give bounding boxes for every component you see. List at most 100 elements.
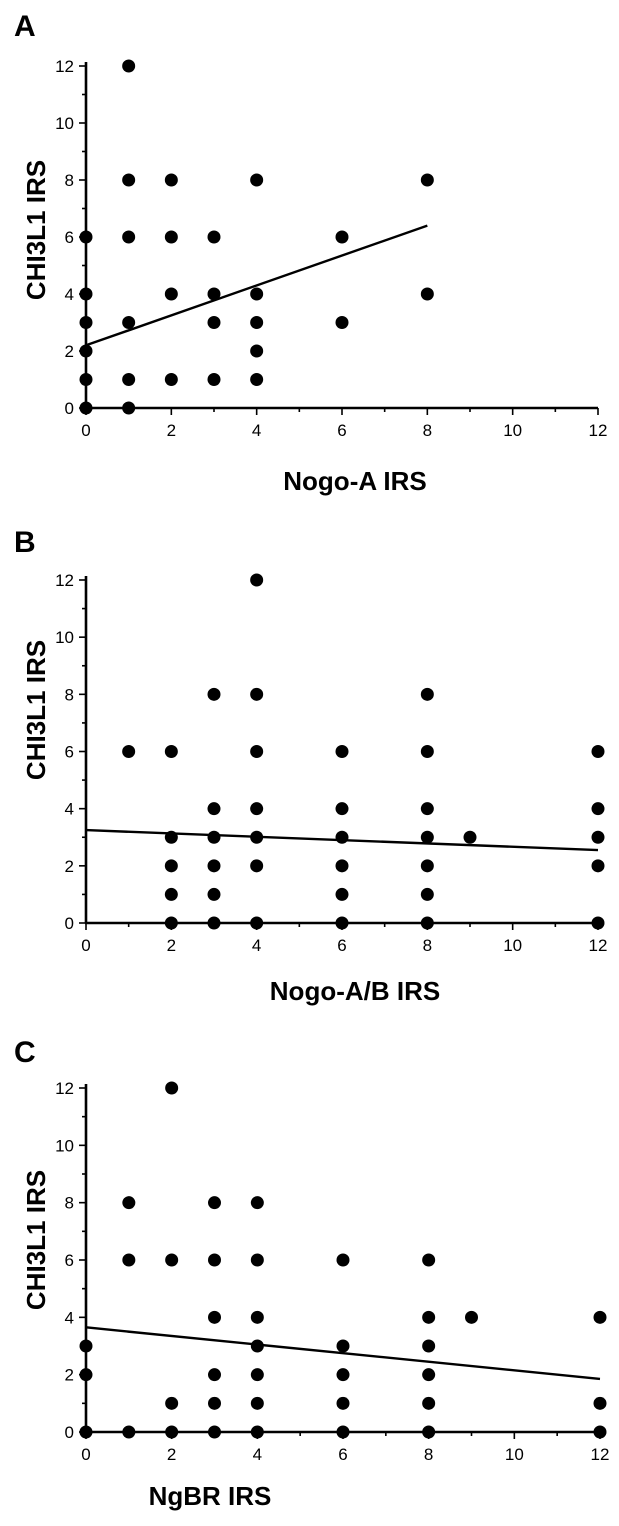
panel-b-data-point xyxy=(420,916,434,930)
panel-c-data-point xyxy=(208,1253,221,1267)
panel-a-data-point xyxy=(164,230,178,244)
panel-c-data-point xyxy=(336,1339,350,1353)
panel-b-x-tick-label: 6 xyxy=(337,936,346,955)
panel-b-x-tick-label: 2 xyxy=(167,936,176,955)
panel-c-regression-line xyxy=(85,1326,601,1381)
panel-b-plot: 0 2 4 6 8 10 12 0 2 4 6 8 10 12 xyxy=(55,571,607,955)
panel-b-data-point xyxy=(335,887,349,901)
panel-b-data-point xyxy=(335,745,349,758)
panel-b-data-point xyxy=(591,916,605,930)
panel-c-data-point xyxy=(465,1310,478,1324)
panel-a-data-point xyxy=(207,230,221,244)
panel-b-data-point xyxy=(207,916,221,930)
panel-b-data-point xyxy=(250,573,264,587)
panel-b-y-tick-label: 2 xyxy=(65,857,74,876)
panel-b-data-point xyxy=(250,745,264,758)
panel-b-data-point xyxy=(335,830,349,844)
panel-b-data-point xyxy=(250,802,264,816)
panel-a: A CHI3L1 IRS Nogo-A IRS 0 2 4 6 8 10 12 0 2 4 6 8 10… xyxy=(14,10,607,496)
panel-a-x-tick-label: 12 xyxy=(589,421,608,440)
panel-c-data-point xyxy=(422,1339,436,1353)
panel-b-data-point xyxy=(164,916,178,930)
panel-a-y-tick-label: 4 xyxy=(65,285,74,304)
panel-c-data-point xyxy=(422,1425,436,1439)
panel-a-data-point xyxy=(207,316,221,329)
panel-a-x-tick-label: 0 xyxy=(81,421,90,440)
panel-c-y-tick-label: 0 xyxy=(65,1423,74,1442)
panel-a-y-tick-label: 10 xyxy=(55,114,74,133)
panel-a-plot: 0 2 4 6 8 10 12 0 2 4 6 8 10 12 xyxy=(55,57,607,440)
panel-b-data-point xyxy=(420,830,434,844)
panel-c-x-tick-label: 4 xyxy=(253,1445,262,1464)
panel-a-data-point xyxy=(122,401,136,415)
panel-a-data-point xyxy=(335,230,349,244)
panel-b-y-tick-label: 12 xyxy=(55,571,74,590)
panel-c-x-tick-label: 2 xyxy=(167,1445,176,1464)
panel-c-data-point xyxy=(593,1396,607,1410)
panel-a-regression-line xyxy=(85,224,428,347)
panel-a-data-point xyxy=(250,316,264,329)
panel-c-data-point xyxy=(250,1196,264,1210)
panel-c-x-tick-label: 8 xyxy=(424,1445,433,1464)
panel-c-x-tick-label: 6 xyxy=(338,1445,347,1464)
panel-b-y-tick-label: 10 xyxy=(55,628,74,647)
panel-c-data-point xyxy=(208,1196,221,1210)
panel-b-data-point xyxy=(591,830,605,844)
panel-a-data-point xyxy=(164,287,178,301)
panel-a-x-tick-label: 6 xyxy=(337,421,346,440)
panel-b-y-tick-label: 0 xyxy=(65,914,74,933)
panel-a-data-point xyxy=(335,316,349,329)
panel-c-data-point xyxy=(79,1425,93,1439)
panel-c-data-point xyxy=(208,1368,221,1382)
panel-c-x-tick-label: 12 xyxy=(591,1445,610,1464)
panel-c-data-point xyxy=(422,1253,436,1267)
panel-c-data-point xyxy=(593,1425,607,1439)
panel-c-y-tick-label: 4 xyxy=(65,1308,74,1327)
panel-a-data-point xyxy=(122,173,136,187)
panel-c-x-tick-label: 10 xyxy=(505,1445,524,1464)
panel-c-data-point xyxy=(165,1425,179,1439)
panel-b-data-point xyxy=(207,802,221,816)
panel-a-y-tick-label: 2 xyxy=(65,342,74,361)
panel-b-letter: B xyxy=(14,526,36,559)
panel-a-y-tick-label: 8 xyxy=(65,171,74,190)
panel-b-data-point xyxy=(420,687,434,701)
panel-a-data-point xyxy=(122,316,136,329)
panel-c-data-point xyxy=(250,1253,264,1267)
panel-a-x-tick-label: 10 xyxy=(503,421,522,440)
panel-b-data-point xyxy=(207,830,221,844)
panel-b-data-point xyxy=(250,859,264,873)
panel-a-y-tick-label: 12 xyxy=(55,57,74,76)
panel-c-data-point xyxy=(165,1253,179,1267)
panel-c-data-point xyxy=(250,1396,264,1410)
panel-a-data-point xyxy=(250,173,264,187)
panel-b-data-point xyxy=(420,859,434,873)
panel-c-y-axis-title: CHI3L1 IRS xyxy=(21,1170,51,1310)
panel-c-data-point xyxy=(122,1425,136,1439)
panel-b-data-point xyxy=(591,745,605,758)
panel-b: B CHI3L1 IRS Nogo-A/B IRS 0 2 4 6 8 10 12 0 2 4 6 8… xyxy=(14,526,607,1006)
panel-c-data-point xyxy=(422,1396,436,1410)
panel-b-x-axis-title: Nogo-A/B IRS xyxy=(270,976,440,1006)
panel-c-data-point xyxy=(422,1368,436,1382)
panel-c-data-point xyxy=(250,1425,264,1439)
panel-b-data-point xyxy=(335,802,349,816)
panel-a-data-point xyxy=(122,59,136,73)
panel-b-data-point xyxy=(420,802,434,816)
panel-a-data-point xyxy=(79,316,93,329)
panel-c-data-point xyxy=(165,1081,179,1095)
panel-c-y-tick-label: 10 xyxy=(55,1136,74,1155)
panel-b-data-point xyxy=(335,859,349,873)
panel-c-data-point xyxy=(208,1425,221,1439)
panel-a-data-point xyxy=(122,230,136,244)
panel-c-data-point xyxy=(250,1310,264,1324)
panel-b-data-point xyxy=(250,687,264,701)
panel-b-x-tick-label: 12 xyxy=(589,936,608,955)
panel-c-y-tick-label: 8 xyxy=(65,1194,74,1213)
panel-b-x-tick-label: 8 xyxy=(423,936,432,955)
panel-c-y-tick-label: 12 xyxy=(55,1079,74,1098)
panel-c: C CHI3L1 IRS NgBR IRS 0 2 4 6 8 10 12 0 2 4 6 8 10 12 xyxy=(14,1036,609,1511)
panel-c-data-point xyxy=(79,1368,93,1382)
panel-a-data-point xyxy=(164,373,178,386)
panel-b-data-point xyxy=(420,887,434,901)
